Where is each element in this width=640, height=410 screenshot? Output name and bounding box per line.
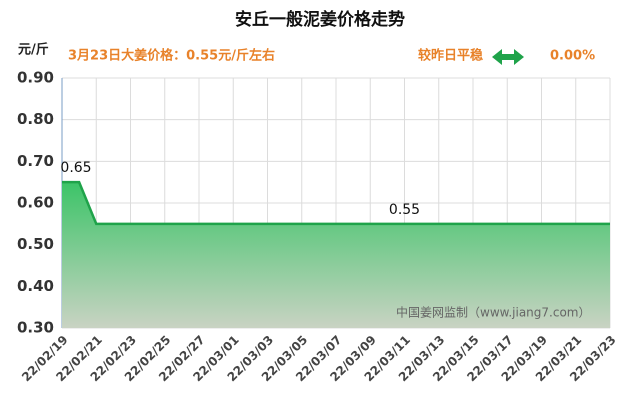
subtitle: 3月23日大姜价格：0.55元/斤左右 <box>68 48 275 64</box>
change-text: 较昨日平稳 <box>418 48 483 64</box>
y-tick-label: 0.70 <box>17 152 54 170</box>
line <box>62 180 610 226</box>
chart-title: 安丘一般泥姜价格走势 <box>235 9 405 30</box>
data-label: 0.65 <box>60 160 91 176</box>
data-label: 0.55 <box>389 202 420 218</box>
y-tick-label: 0.30 <box>17 319 54 337</box>
y-tick-label: 0.40 <box>17 277 54 295</box>
y-tick-label: 0.80 <box>17 110 54 128</box>
watermark: 中国姜网监制（www.jiang7.com） <box>396 305 590 320</box>
y-tick-label: 0.60 <box>17 194 54 212</box>
change-value: 0.00% <box>550 49 595 64</box>
y-axis-label: 元/斤 <box>18 42 49 58</box>
y-tick-label: 0.90 <box>17 69 54 87</box>
area-fill <box>62 182 610 328</box>
flat-arrow-icon <box>492 49 524 65</box>
y-tick-label: 0.50 <box>17 235 54 253</box>
